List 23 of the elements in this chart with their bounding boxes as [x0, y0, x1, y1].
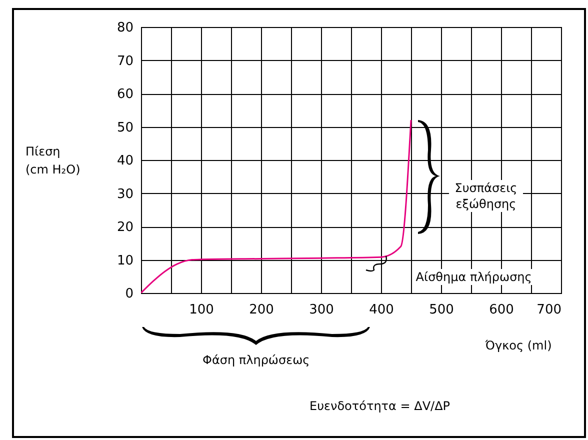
- y-tick-label: 50: [116, 120, 134, 136]
- y-tick-label: 20: [116, 220, 134, 235]
- x-tick-label: 300: [309, 302, 334, 318]
- x-axis-title: Όγκος (ml): [484, 338, 552, 352]
- y-axis-title: Πίεση (cm H₂O): [26, 144, 80, 176]
- annotation: Αίσθημα πλήρωσης: [414, 269, 534, 286]
- y-tick-label: 60: [116, 87, 134, 102]
- y-tick-label: 80: [116, 20, 134, 36]
- line-series: [141, 119, 412, 293]
- annotation: Συσπάσεις εξώθησης: [449, 180, 523, 212]
- y-tick-label: 40: [116, 154, 134, 168]
- text: Φάση πληρώσεως: [200, 352, 312, 368]
- y-tick-label: 0: [125, 286, 134, 302]
- text: Ευενδοτότητα = ΔV/ΔP: [308, 398, 452, 414]
- y-tick-label: 70: [116, 54, 134, 69]
- y-tick-label: 10: [116, 253, 134, 268]
- x-tick-label: 400: [369, 302, 394, 318]
- x-tick-label: 700: [536, 302, 562, 318]
- x-tick-label: 100: [189, 302, 214, 318]
- x-tick-label: 200: [249, 302, 274, 318]
- y-tick-label: 30: [116, 186, 134, 202]
- x-tick-label: 600: [489, 302, 514, 318]
- x-tick-label: 500: [429, 302, 454, 318]
